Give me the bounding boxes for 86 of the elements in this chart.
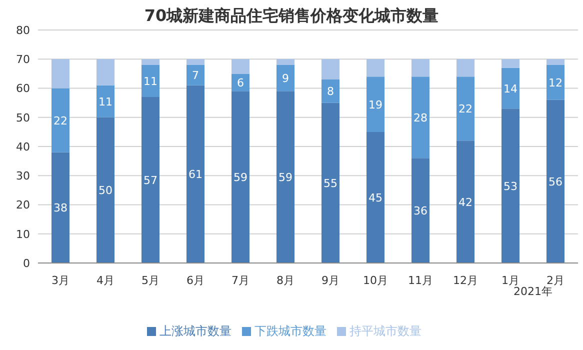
data-label: 55 [324, 176, 338, 190]
data-label: 57 [144, 174, 158, 187]
y-tick-label: 10 [16, 228, 30, 241]
bar [232, 74, 250, 92]
bar [96, 85, 114, 118]
data-label: 38 [54, 202, 68, 215]
bar [322, 80, 340, 103]
bar [456, 140, 474, 263]
bar [186, 59, 204, 65]
bar [502, 59, 520, 68]
y-tick-label: 40 [16, 140, 30, 154]
bar [142, 96, 160, 263]
bar [412, 76, 430, 158]
bar [456, 59, 474, 77]
y-tick-label: 50 [16, 111, 30, 124]
data-label: 11 [144, 74, 158, 88]
bar [232, 91, 250, 263]
bar [502, 68, 520, 109]
x-tick-label: 10月 [363, 274, 388, 287]
data-label: 56 [548, 175, 562, 188]
data-label: 22 [458, 102, 472, 116]
bar [546, 59, 564, 65]
bar [546, 64, 564, 100]
bar [412, 158, 430, 263]
data-label: 28 [414, 111, 428, 124]
x-tick-label: 11月 [408, 274, 433, 287]
chart-title: 70城新建商品住宅销售价格变化城市数量 [144, 6, 439, 25]
bar [186, 64, 204, 86]
data-label: 7 [192, 69, 199, 82]
data-label: 45 [368, 191, 382, 204]
bar [322, 59, 340, 80]
y-tick-label: 20 [16, 198, 30, 212]
y-tick-label: 30 [16, 170, 30, 183]
bar [366, 132, 384, 263]
data-label: 42 [458, 196, 472, 209]
bar [456, 76, 474, 141]
x-tick-label: 4月 [96, 274, 114, 287]
data-label: 19 [368, 98, 382, 112]
bar [276, 64, 294, 92]
data-label: 8 [327, 85, 334, 98]
legend-label: 持平城市数量 [350, 324, 422, 338]
legend-label: 下跌城市数量 [254, 324, 326, 338]
bar [232, 59, 250, 74]
data-label: 53 [504, 180, 518, 193]
data-label: 6 [237, 76, 244, 90]
x-tick-label: 8月 [276, 274, 294, 287]
data-label: 59 [278, 171, 292, 184]
x-tick-label: 2月 [546, 274, 564, 287]
data-label: 50 [98, 184, 112, 198]
bar [96, 117, 114, 263]
bar [96, 59, 114, 86]
x-tick-label: 7月 [232, 274, 250, 287]
bar [276, 59, 294, 65]
y-tick-label: 60 [16, 82, 30, 96]
y-tick-label: 0 [23, 256, 30, 270]
data-label: 9 [282, 72, 289, 86]
bar [186, 85, 204, 263]
data-label: 12 [548, 76, 562, 90]
bar [366, 59, 384, 77]
text: 2021年 [514, 285, 554, 299]
data-label: 22 [54, 114, 68, 128]
bar [276, 91, 294, 263]
bar [412, 59, 430, 77]
bar [546, 100, 564, 263]
x-tick-label: 5月 [142, 274, 160, 287]
bar [52, 59, 70, 88]
x-tick-label: 9月 [322, 274, 340, 287]
bar [142, 64, 160, 97]
data-label: 11 [98, 95, 112, 108]
data-label: 61 [188, 168, 202, 182]
bar [502, 108, 520, 263]
x-tick-label: 3月 [52, 274, 70, 287]
data-label: 14 [504, 82, 518, 96]
x-tick-label: 12月 [453, 274, 478, 287]
y-tick-label: 70 [16, 53, 30, 66]
bar [52, 88, 70, 152]
data-label: 36 [414, 204, 428, 218]
x-tick-label: 1月 [502, 274, 520, 287]
data-label: 59 [234, 171, 248, 184]
x-tick-label: 6月 [186, 274, 204, 287]
bar [322, 102, 340, 263]
legend-label: 上涨城市数量 [160, 324, 232, 338]
bar [366, 76, 384, 132]
y-tick-label: 80 [16, 24, 30, 37]
bar [52, 152, 70, 263]
bar [142, 59, 160, 65]
